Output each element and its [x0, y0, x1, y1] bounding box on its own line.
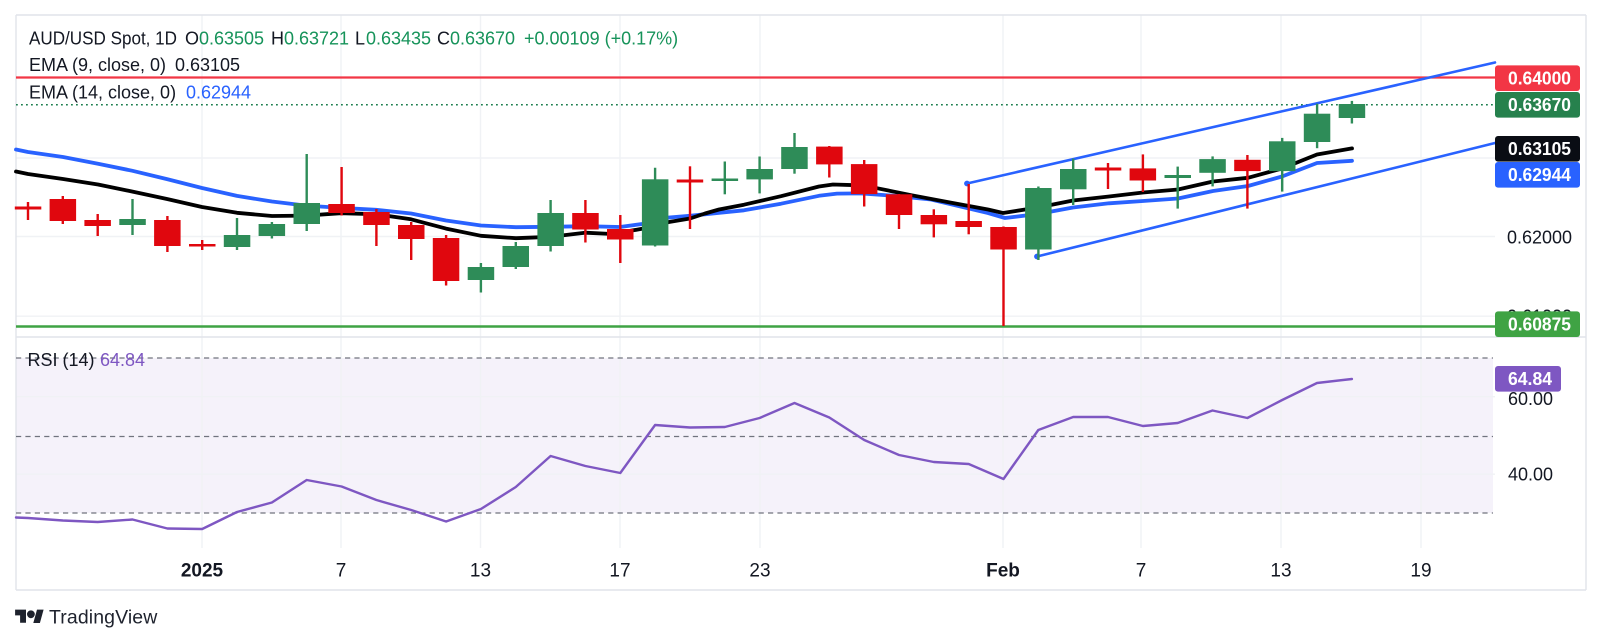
- svg-text:40.00: 40.00: [1508, 465, 1553, 485]
- svg-text:TradingView: TradingView: [49, 607, 158, 629]
- svg-text:EMA (9, close, 0)0.63105: EMA (9, close, 0) 0.63105: [29, 55, 240, 75]
- svg-text:7: 7: [1136, 561, 1147, 582]
- svg-text:0.60875: 0.60875: [1508, 315, 1571, 335]
- svg-text:17: 17: [609, 561, 630, 582]
- svg-text:64.84: 64.84: [1508, 369, 1552, 389]
- svg-text:RSI (14)64.84: RSI (14) 64.84: [28, 350, 146, 370]
- svg-text:0.62000: 0.62000: [1507, 228, 1572, 248]
- svg-text:0.63670: 0.63670: [1508, 95, 1571, 115]
- svg-text:0.62944: 0.62944: [1508, 165, 1571, 185]
- svg-text:Feb: Feb: [986, 561, 1020, 582]
- svg-text:13: 13: [470, 561, 491, 582]
- svg-text:EMA (14, close, 0)0.62944: EMA (14, close, 0) 0.62944: [29, 83, 251, 103]
- svg-text:0.64000: 0.64000: [1508, 69, 1571, 89]
- svg-text:60.00: 60.00: [1508, 389, 1553, 409]
- svg-text:13: 13: [1270, 561, 1291, 582]
- svg-text:2025: 2025: [181, 561, 224, 582]
- svg-text:0.63105: 0.63105: [1508, 139, 1571, 159]
- svg-text:7: 7: [336, 561, 347, 582]
- svg-text:19: 19: [1410, 561, 1431, 582]
- svg-text:23: 23: [749, 561, 770, 582]
